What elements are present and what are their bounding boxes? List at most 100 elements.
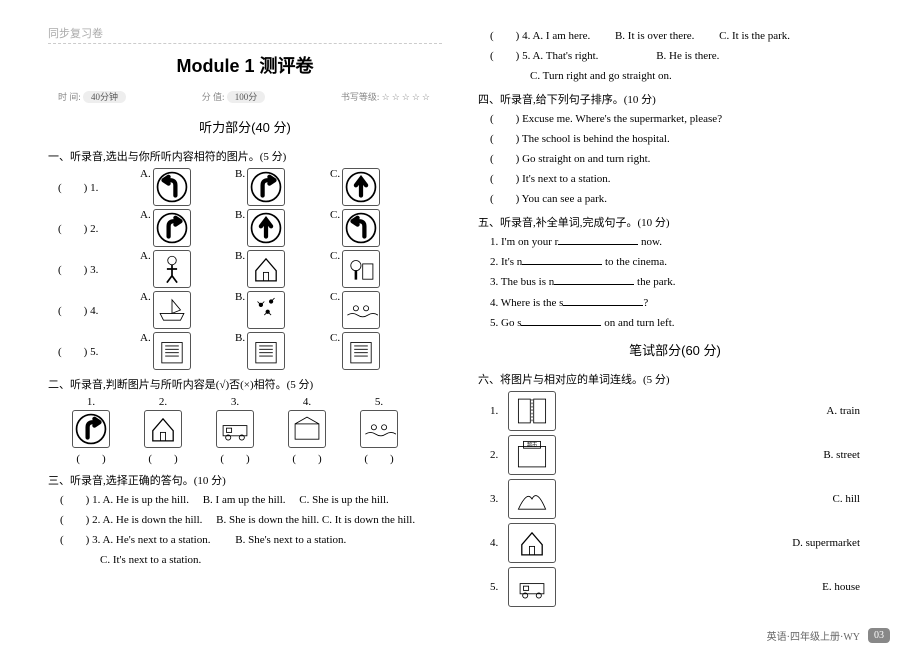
q5-item: 4. Where is the s? [490,295,872,312]
q1-option: A. [140,291,235,329]
building-b-icon [247,332,285,370]
building-a-icon [153,332,191,370]
fill-blank[interactable] [522,256,602,266]
left-column: 同步复习卷 Module 1 测评卷 时 间: 40分钟 分 值: 100分 书… [30,25,460,640]
q2-paren: ( ) [60,450,122,466]
q1-row: ( ) 2.A.B.C. [58,209,442,247]
q5-post: on and turn left. [601,317,674,329]
q1-stem: ( ) 4. [58,302,140,318]
boat-icon [153,291,191,329]
q2-paren: ( ) [204,450,266,466]
q5-head: 五、听录音,补全单词,完成句子。(10 分) [478,214,872,230]
q1-option: C. [330,168,425,206]
q1-rows: ( ) 1.A.B.C.( ) 2.A.B.C.( ) 3.A.B.C.( ) … [48,168,442,370]
fireworks-icon [247,291,285,329]
tree-scene-icon [342,250,380,288]
option-label: B. [235,168,245,180]
q2-cell: 3. ( ) [204,396,266,466]
q1-option: C. [330,291,425,329]
q6-answer: B. street [823,449,872,461]
arrow-left-turn-icon [342,209,380,247]
q2-num: 1. [60,396,122,408]
q1-option: A. [140,168,235,206]
arrow-up-icon [342,168,380,206]
q2-num: 3. [204,396,266,408]
fill-blank[interactable] [554,276,634,286]
q3-item-3c: C. It's next to a station. [100,552,442,569]
fill-blank[interactable] [521,316,601,326]
q2-num: 2. [132,396,194,408]
q1-option: B. [235,250,330,288]
q6-num: 1. [490,405,508,417]
arrow-left-turn-icon [153,168,191,206]
q4-2: ( ) The school is behind the hospital. [490,131,872,148]
train-small-icon [216,410,254,448]
swimmers-icon [342,291,380,329]
q1-option: C. [330,332,425,370]
q6-items: 1.A. train2.超市B. street3.C. hill4.D. sup… [478,391,872,607]
q1-stem: ( ) 2. [58,220,140,236]
q4-3: ( ) Go straight on and turn right. [490,151,872,168]
q2-num: 4. [276,396,338,408]
fill-blank[interactable] [563,296,643,306]
q5-pre: 5. Go s [490,317,521,329]
fill-blank[interactable] [558,235,638,245]
q6-row: 3.C. hill [490,479,872,519]
arrow-right-turn-icon [247,168,285,206]
q6-head: 六、将图片与相对应的单词连线。(5 分) [478,371,872,387]
house-icon [247,250,285,288]
q2-cell: 4.( ) [276,396,338,466]
q1-option: B. [235,168,330,206]
score-block: 分 值: 100分 [202,90,266,103]
option-label: B. [235,291,245,303]
q4-head: 四、听录音,给下列句子排序。(10 分) [478,91,872,107]
train-img-icon [508,567,556,607]
q6-num: 4. [490,537,508,549]
page-number: 03 [868,628,890,643]
time-block: 时 间: 40分钟 [58,90,126,103]
rating-block: 书写等级: ☆☆☆☆☆ [341,90,432,103]
q6-num: 5. [490,581,508,593]
q5-post: ? [643,297,648,309]
q2-head: 二、听录音,判断图片与所听内容是(√)否(×)相符。(5 分) [48,376,442,392]
option-label: A. [140,291,151,303]
q5-post: now. [638,236,662,248]
listening-header: 听力部分(40 分) [48,117,442,136]
street-img-icon [508,391,556,431]
q5-item: 5. Go s on and turn left. [490,315,872,332]
option-label: B. [235,332,245,344]
q1-option: A. [140,332,235,370]
q2-paren: ( ) [348,450,410,466]
option-label: A. [140,332,151,344]
q6-answer: C. hill [832,493,872,505]
option-label: C. [330,168,340,180]
q3-item-1: ( ) 1. A. He is up the hill. B. I am up … [60,492,442,509]
q2-num: 5. [348,396,410,408]
q1-stem: ( ) 3. [58,261,140,277]
arrow-right-turn-icon [153,209,191,247]
q1-option: C. [330,250,425,288]
q6-answer: A. train [826,405,872,417]
q6-row: 5.E. house [490,567,872,607]
q1-row: ( ) 4.A. B. C. [58,291,442,329]
svg-text:超市: 超市 [527,441,537,448]
option-label: B. [235,250,245,262]
person-icon [153,250,191,288]
arrow-right-turn-icon [72,410,110,448]
q1-row: ( ) 3.A.B.C. [58,250,442,288]
meta-row: 时 间: 40分钟 分 值: 100分 书写等级: ☆☆☆☆☆ [48,90,442,103]
q4-1: ( ) Excuse me. Where's the supermarket, … [490,111,872,128]
q2-cell: 1. ( ) [60,396,122,466]
q1-head: 一、听录音,选出与你所听内容相符的图片。(5 分) [48,148,442,164]
q4-4: ( ) It's next to a station. [490,171,872,188]
option-label: C. [330,291,340,303]
q5-item: 1. I'm on your r now. [490,234,872,251]
q6-answer: D. supermarket [792,537,872,549]
q3r-5c: C. Turn right and go straight on. [530,68,872,85]
q3-head: 三、听录音,选择正确的答句。(10 分) [48,472,442,488]
writing-header: 笔试部分(60 分) [478,340,872,359]
q5-pre: 4. Where is the s [490,297,563,309]
footer-text: 英语·四年级上册·WY [767,628,860,643]
supermarket-img-icon: 超市 [508,435,556,475]
q2-row: 1.( )2.( )3.( )4.( )5.( ) [60,396,442,466]
